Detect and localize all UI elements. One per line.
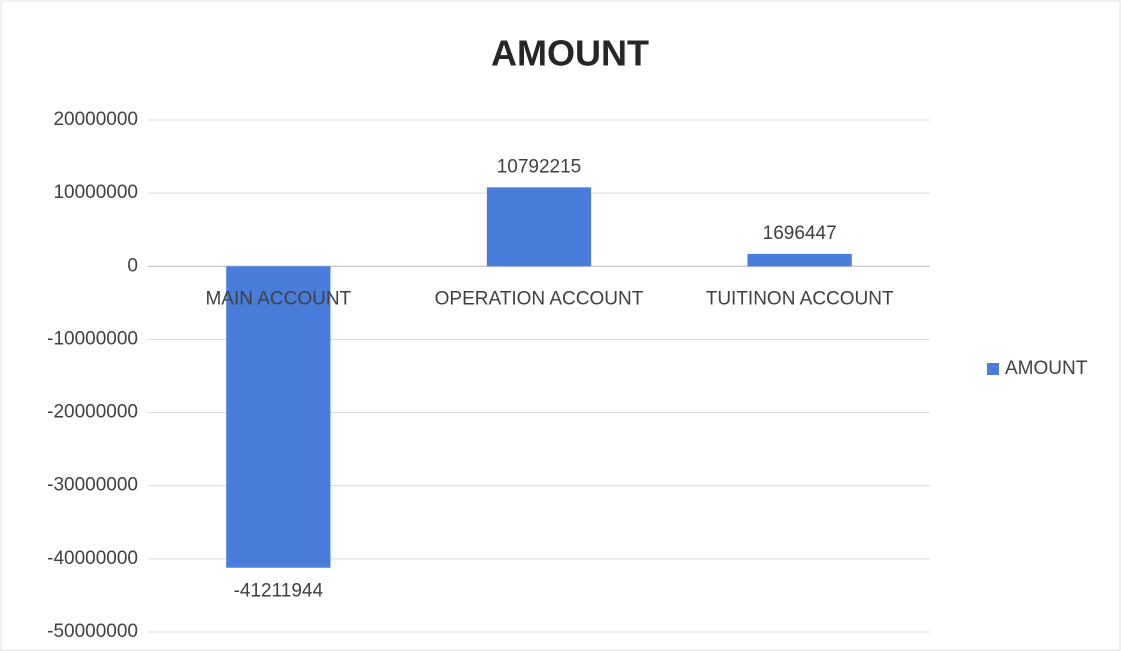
- y-tick-label: -50000000: [47, 621, 138, 642]
- x-tick-label: OPERATION ACCOUNT: [435, 288, 644, 309]
- bar: [747, 253, 852, 267]
- bar: [486, 187, 592, 267]
- legend-label: AMOUNT: [1005, 358, 1088, 379]
- data-label: 10792215: [497, 156, 582, 177]
- x-tick-label: TUITINON ACCOUNT: [706, 288, 894, 309]
- y-tick-label: -40000000: [47, 548, 138, 569]
- y-tick-label: 0: [127, 255, 138, 276]
- bar: [226, 266, 331, 568]
- y-tick-label: -20000000: [47, 402, 138, 423]
- y-tick-label: -10000000: [47, 328, 138, 349]
- chart-title: AMOUNT: [491, 33, 649, 74]
- legend-swatch: [987, 363, 999, 375]
- y-tick-label: 20000000: [53, 109, 138, 130]
- data-label: 1696447: [763, 223, 837, 244]
- y-tick-label: -30000000: [47, 475, 138, 496]
- y-tick-label: 10000000: [53, 182, 138, 203]
- x-tick-label: MAIN ACCOUNT: [205, 288, 351, 309]
- data-label: -41211944: [234, 581, 324, 602]
